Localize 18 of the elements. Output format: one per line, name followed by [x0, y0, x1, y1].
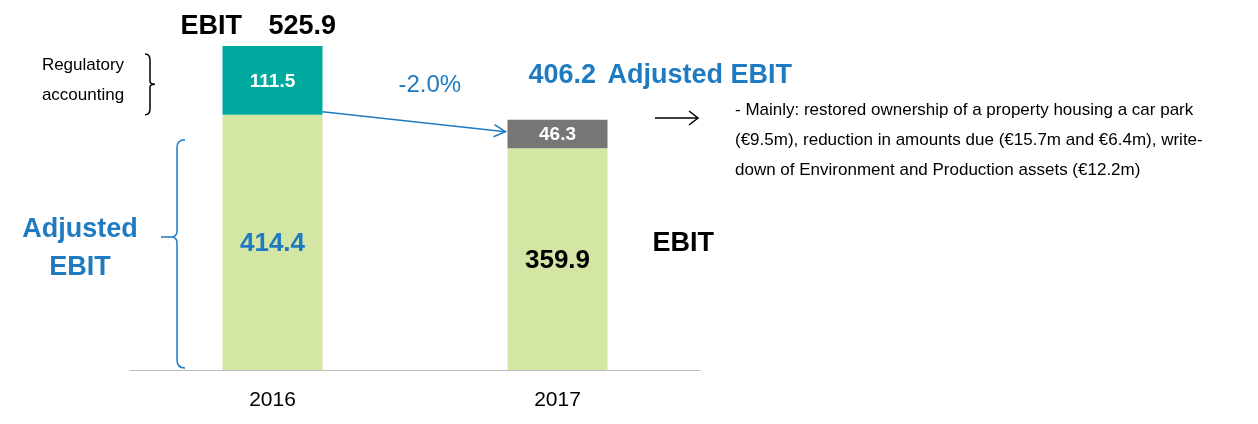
annotation: Adjusted EBIT	[607, 59, 793, 91]
data-label: 111.5	[249, 69, 296, 91]
annotation: EBIT	[652, 226, 715, 258]
x-tick-label: 2017	[534, 387, 581, 410]
annotation: -2.0%	[398, 70, 462, 98]
total-label: 406.2	[528, 59, 597, 91]
bar	[507, 148, 608, 370]
data-label: 414.4	[239, 227, 306, 258]
x-tick-label: 2016	[249, 387, 296, 410]
text: Regulatory accounting	[40, 54, 126, 107]
text: - Mainly: restored ownership of a property housing a car park (€9.5m), reduction in amounts due (€15.7m and €6.4m), write-down of Environment and Production assets (€12.2m)	[735, 99, 1204, 181]
annotation: Adjusted EBIT	[21, 212, 139, 283]
data-label: 46.3	[539, 123, 576, 145]
bar	[222, 114, 323, 370]
text: EBIT	[180, 10, 243, 42]
bar	[222, 45, 323, 115]
data-label: 359.9	[524, 244, 591, 275]
total-label: 525.9	[268, 10, 337, 42]
